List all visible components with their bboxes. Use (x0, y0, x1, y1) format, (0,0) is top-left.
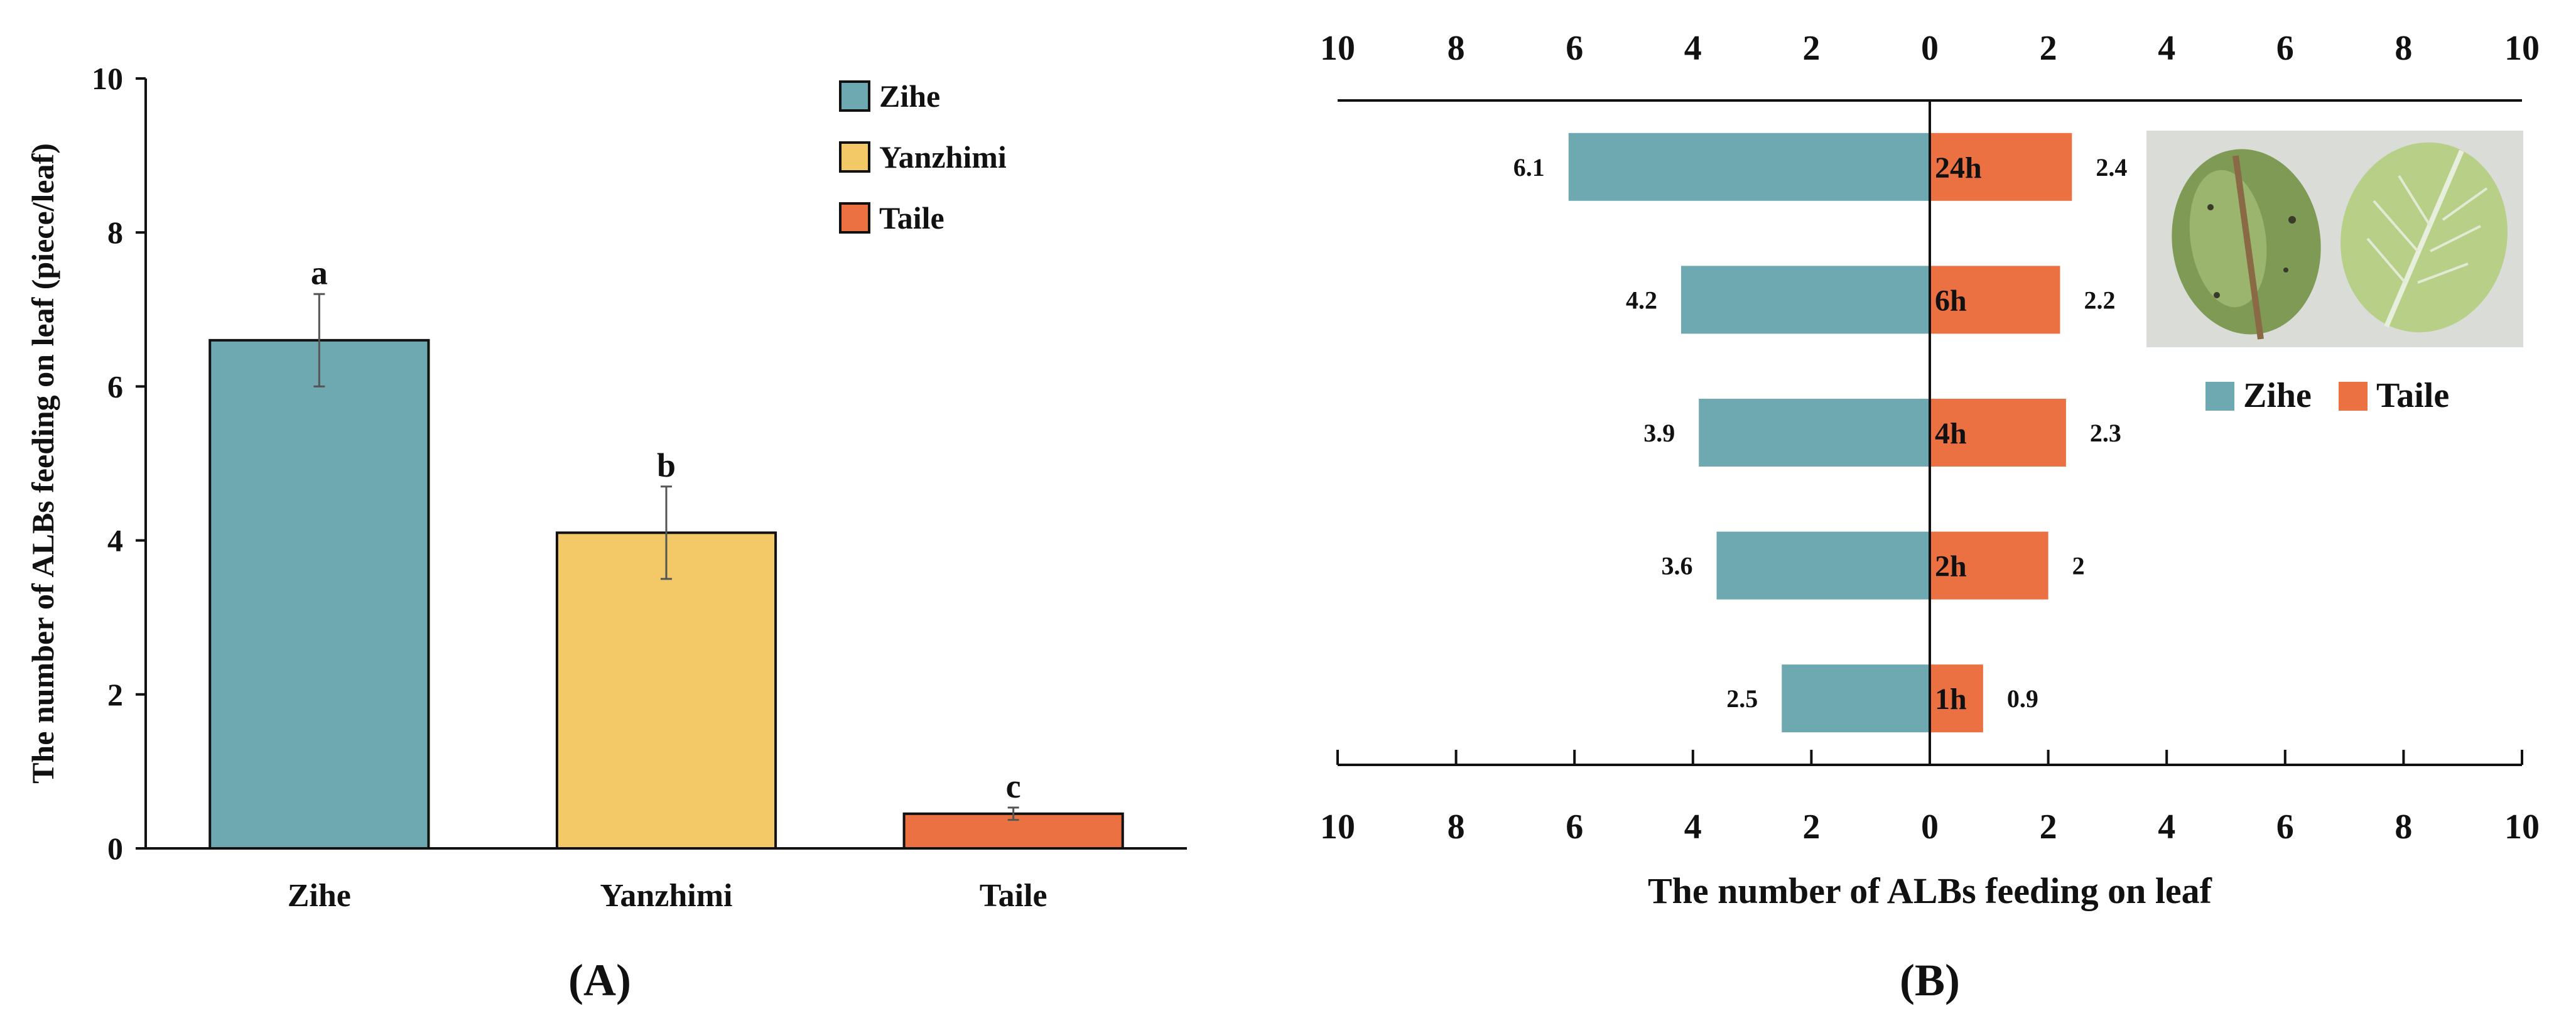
value-label-taile-6h: 2.2 (2084, 286, 2115, 314)
panel-b-bottom-tick-label: 4 (2158, 808, 2175, 846)
x-tick-label-taile: Taile (980, 878, 1047, 914)
panel-b-top-tick-label: 8 (1448, 29, 1465, 68)
legend-swatch-zihe-b (2205, 382, 2234, 411)
panel-b-top-tick-label: 8 (2395, 29, 2412, 68)
bar-taile-2h (1930, 531, 2048, 600)
panel-b-bottom-tick-label: 0 (1921, 808, 1939, 846)
panel-a-chart: a b c 0 2 4 6 8 10 Zihe Yanzhimi Taile The number… (25, 61, 1187, 1005)
bar-zihe-6h (1680, 266, 1930, 334)
panel-a-y-tick-label: 10 (92, 61, 123, 96)
panel-a-y-axis-title: The number of ALBs feeding on leaf (piec… (25, 143, 60, 784)
significance-letter-yanzhimi: b (657, 446, 676, 484)
panel-a-y-tick-label: 8 (107, 215, 123, 250)
bar-zihe-2h (1716, 531, 1930, 600)
legend-label-yanzhimi: Yanzhimi (879, 139, 1007, 175)
bar-zihe-1h (1782, 664, 1930, 733)
legend-label-zihe-b: Zihe (2243, 376, 2312, 415)
legend-label-taile: Taile (879, 200, 944, 235)
legend-label-zihe: Zihe (879, 78, 940, 114)
panel-a-legend: Zihe Yanzhimi Taile (839, 78, 1007, 235)
legend-swatch-zihe (839, 80, 870, 112)
panel-a-y-tick-label: 4 (107, 523, 123, 558)
panel-b-top-tick-label: 6 (2276, 29, 2294, 68)
panel-a-label: (A) (568, 955, 631, 1005)
value-label-taile-24h: 2.4 (2096, 153, 2127, 181)
value-label-taile-2h: 2 (2072, 552, 2085, 580)
value-label-zihe-1h: 2.5 (1726, 684, 1758, 713)
panel-b-top-tick-label: 6 (1566, 29, 1583, 68)
panel-b-bottom-tick-label: 2 (2040, 808, 2057, 846)
time-label-2h: 2h (1935, 550, 1967, 583)
panel-a-y-tick-label: 6 (107, 369, 123, 404)
time-label-1h: 1h (1935, 683, 1967, 716)
panel-a-y-tick-label: 0 (107, 831, 123, 866)
panel-b-bottom-tick-label: 10 (1320, 808, 1355, 846)
time-label-24h: 24h (1935, 151, 1982, 185)
bar-taile-1h (1930, 664, 1983, 733)
panel-b-top-tick-label: 4 (1684, 29, 1702, 68)
leaf-photo (2146, 131, 2523, 347)
bar-taile-4h (1930, 399, 2066, 467)
bar-yanzhimi (555, 531, 777, 850)
bar-zihe-4h (1699, 399, 1930, 467)
panel-b-bottom-tick-label: 8 (1448, 808, 1465, 846)
time-label-4h: 4h (1935, 417, 1967, 450)
value-label-taile-1h: 0.9 (2007, 684, 2038, 713)
legend-label-taile-b: Taile (2376, 376, 2449, 415)
panel-b-top-tick-label: 10 (1320, 29, 1355, 68)
panel-b-bottom-tick-label: 10 (2504, 808, 2540, 846)
legend-swatch-taile (839, 202, 870, 234)
panel-b-legend: Zihe Taile (2205, 376, 2449, 415)
legend-swatch-yanzhimi (839, 141, 870, 173)
panel-b-top-tick-label: 0 (1921, 29, 1939, 68)
panel-b-top-tick-label: 2 (2040, 29, 2057, 68)
leaf-left (2172, 149, 2321, 340)
legend-swatch-taile-b (2339, 382, 2368, 411)
significance-letter-zihe: a (311, 254, 328, 291)
leaf-right (2341, 142, 2508, 333)
panel-b-chart: 10 8 6 4 2 0 2 4 6 8 10 10 8 6 4 2 0 2 4 6 8 10 24h6h4h2h1h … (1320, 29, 2540, 1005)
panel-b-x-axis-title: The number of ALBs feeding on leaf (1648, 870, 2212, 911)
bar-zihe (208, 338, 430, 850)
panel-b-top-tick-label: 10 (2504, 29, 2540, 68)
value-label-taile-4h: 2.3 (2090, 419, 2121, 447)
panel-b-bottom-tick-label: 8 (2395, 808, 2412, 846)
panel-b-bottom-tick-label: 4 (1684, 808, 1702, 846)
bar-taile-6h (1930, 266, 2060, 334)
bar-zihe-24h (1568, 133, 1930, 201)
time-label-6h: 6h (1935, 284, 1967, 317)
panel-a-y-tick-label: 2 (107, 677, 123, 712)
panel-b-top-tick-label: 2 (1802, 29, 1820, 68)
x-tick-label-zihe: Zihe (288, 878, 351, 914)
panel-b-label: (B) (1900, 955, 1960, 1005)
panel-b-bottom-tick-label: 2 (1802, 808, 1820, 846)
panel-b-bottom-tick-label: 6 (2276, 808, 2294, 846)
value-label-zihe-4h: 3.9 (1643, 419, 1675, 447)
panel-b-bottom-tick-label: 6 (1566, 808, 1583, 846)
significance-letter-taile: c (1006, 767, 1021, 805)
value-label-zihe-24h: 6.1 (1513, 153, 1545, 181)
value-label-zihe-6h: 4.2 (1626, 286, 1657, 314)
value-label-zihe-2h: 3.6 (1662, 552, 1693, 580)
bar-taile-24h (1930, 133, 2072, 201)
x-tick-label-yanzhimi: Yanzhimi (600, 878, 733, 914)
panel-b-top-tick-label: 4 (2158, 29, 2175, 68)
